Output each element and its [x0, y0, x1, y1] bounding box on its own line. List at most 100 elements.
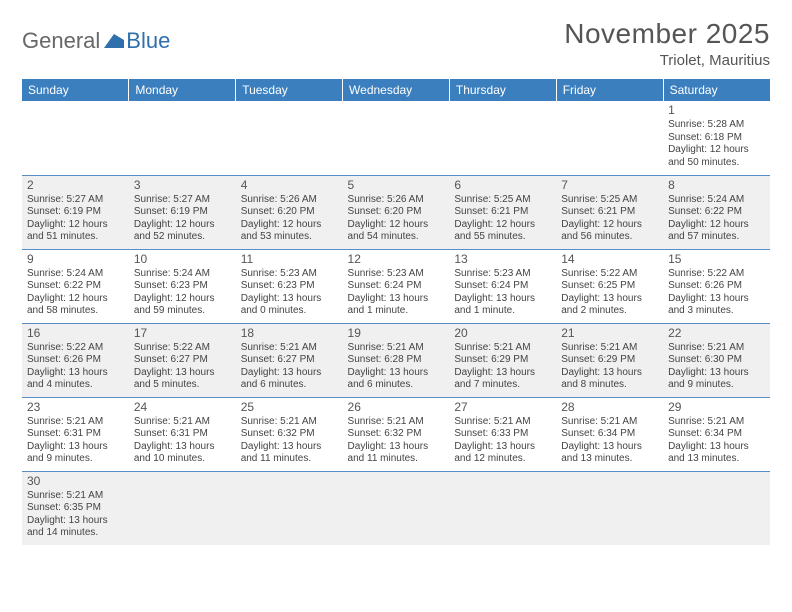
sunset-label: Sunset: 6:23 PM	[134, 280, 231, 293]
day-number: 9	[27, 252, 124, 267]
sunrise-label: Sunrise: 5:22 AM	[668, 268, 765, 281]
day-number: 23	[27, 400, 124, 415]
sunset-label: Sunset: 6:34 PM	[668, 428, 765, 441]
sunrise-label: Sunrise: 5:21 AM	[27, 490, 124, 503]
daylight2-label: and 11 minutes.	[241, 453, 338, 466]
day-number: 10	[134, 252, 231, 267]
calendar-cell: 30Sunrise: 5:21 AMSunset: 6:35 PMDayligh…	[22, 471, 129, 545]
calendar-cell: 20Sunrise: 5:21 AMSunset: 6:29 PMDayligh…	[449, 323, 556, 397]
sunset-label: Sunset: 6:31 PM	[27, 428, 124, 441]
daylight2-label: and 14 minutes.	[27, 527, 124, 540]
calendar-cell: 26Sunrise: 5:21 AMSunset: 6:32 PMDayligh…	[343, 397, 450, 471]
day-number: 24	[134, 400, 231, 415]
sunrise-label: Sunrise: 5:21 AM	[454, 342, 551, 355]
daylight2-label: and 13 minutes.	[668, 453, 765, 466]
day-number: 2	[27, 178, 124, 193]
sunset-label: Sunset: 6:29 PM	[561, 354, 658, 367]
daylight2-label: and 53 minutes.	[241, 231, 338, 244]
sunset-label: Sunset: 6:20 PM	[241, 206, 338, 219]
sunrise-label: Sunrise: 5:28 AM	[668, 119, 765, 132]
calendar-cell: 12Sunrise: 5:23 AMSunset: 6:24 PMDayligh…	[343, 249, 450, 323]
calendar-cell: 28Sunrise: 5:21 AMSunset: 6:34 PMDayligh…	[556, 397, 663, 471]
daylight2-label: and 51 minutes.	[27, 231, 124, 244]
logo-text-general: General	[22, 28, 100, 54]
day-number: 15	[668, 252, 765, 267]
daylight1-label: Daylight: 13 hours	[668, 293, 765, 306]
sunset-label: Sunset: 6:23 PM	[241, 280, 338, 293]
day-header: Monday	[129, 79, 236, 101]
day-number: 16	[27, 326, 124, 341]
daylight2-label: and 0 minutes.	[241, 305, 338, 318]
daylight1-label: Daylight: 13 hours	[561, 293, 658, 306]
sunset-label: Sunset: 6:19 PM	[27, 206, 124, 219]
sunrise-label: Sunrise: 5:21 AM	[561, 342, 658, 355]
calendar-cell: 6Sunrise: 5:25 AMSunset: 6:21 PMDaylight…	[449, 175, 556, 249]
header: General Blue November 2025 Triolet, Maur…	[22, 18, 770, 69]
day-number: 17	[134, 326, 231, 341]
daylight1-label: Daylight: 12 hours	[27, 293, 124, 306]
sunset-label: Sunset: 6:25 PM	[561, 280, 658, 293]
daylight1-label: Daylight: 12 hours	[27, 219, 124, 232]
calendar-cell: 8Sunrise: 5:24 AMSunset: 6:22 PMDaylight…	[663, 175, 770, 249]
calendar-cell	[129, 101, 236, 175]
sunset-label: Sunset: 6:32 PM	[241, 428, 338, 441]
daylight2-label: and 55 minutes.	[454, 231, 551, 244]
daylight1-label: Daylight: 12 hours	[668, 144, 765, 157]
calendar-cell: 3Sunrise: 5:27 AMSunset: 6:19 PMDaylight…	[129, 175, 236, 249]
calendar-cell	[449, 101, 556, 175]
daylight2-label: and 9 minutes.	[668, 379, 765, 392]
sunrise-label: Sunrise: 5:25 AM	[454, 194, 551, 207]
day-header: Saturday	[663, 79, 770, 101]
daylight2-label: and 8 minutes.	[561, 379, 658, 392]
calendar-cell: 22Sunrise: 5:21 AMSunset: 6:30 PMDayligh…	[663, 323, 770, 397]
sunrise-label: Sunrise: 5:26 AM	[348, 194, 445, 207]
calendar-week-row: 23 Sunrise: 5:21 AM Sunset: 6:31 PM Dayligh…	[22, 397, 770, 471]
daylight2-label: and 58 minutes.	[27, 305, 124, 318]
calendar-cell: 25Sunrise: 5:21 AMSunset: 6:32 PMDayligh…	[236, 397, 343, 471]
calendar-cell	[449, 471, 556, 545]
daylight1-label: Daylight: 12 hours	[241, 219, 338, 232]
sunrise-label: Sunrise: 5:24 AM	[27, 268, 124, 281]
calendar-cell: 11Sunrise: 5:23 AMSunset: 6:23 PMDayligh…	[236, 249, 343, 323]
daylight1-label: Daylight: 13 hours	[241, 293, 338, 306]
sunset-label: Sunset: 6:24 PM	[348, 280, 445, 293]
sunset-label: Sunset: 6:33 PM	[454, 428, 551, 441]
day-header: Tuesday	[236, 79, 343, 101]
daylight1-label: Daylight: 13 hours	[27, 515, 124, 528]
sunrise-label: Sunrise: 5:21 AM	[668, 342, 765, 355]
page-title: November 2025	[564, 18, 770, 50]
daylight1-label: Daylight: 13 hours	[241, 441, 338, 454]
calendar-week-row: 1Sunrise: 5:28 AMSunset: 6:18 PMDaylight…	[22, 101, 770, 175]
daylight1-label: Daylight: 13 hours	[454, 293, 551, 306]
calendar-cell	[22, 101, 129, 175]
sunrise-label: Sunrise: 5:24 AM	[668, 194, 765, 207]
day-number: 7	[561, 178, 658, 193]
calendar-cell	[663, 471, 770, 545]
location-label: Triolet, Mauritius	[564, 52, 770, 69]
sunrise-label: Sunrise: 5:21 AM	[241, 416, 338, 429]
calendar-cell: 15Sunrise: 5:22 AMSunset: 6:26 PMDayligh…	[663, 249, 770, 323]
day-number: 11	[241, 252, 338, 267]
calendar-cell: 9Sunrise: 5:24 AMSunset: 6:22 PMDaylight…	[22, 249, 129, 323]
sunset-label: Sunset: 6:35 PM	[27, 502, 124, 515]
calendar-cell: 19Sunrise: 5:21 AMSunset: 6:28 PMDayligh…	[343, 323, 450, 397]
sunrise-label: Sunrise: 5:22 AM	[27, 342, 124, 355]
daylight1-label: Daylight: 12 hours	[134, 219, 231, 232]
day-header: Friday	[556, 79, 663, 101]
daylight1-label: Daylight: 12 hours	[134, 293, 231, 306]
daylight2-label: and 11 minutes.	[348, 453, 445, 466]
calendar-cell	[343, 471, 450, 545]
sunrise-label: Sunrise: 5:21 AM	[668, 416, 765, 429]
calendar-cell	[343, 101, 450, 175]
calendar-week-row: 2Sunrise: 5:27 AMSunset: 6:19 PMDaylight…	[22, 175, 770, 249]
sunset-label: Sunset: 6:21 PM	[561, 206, 658, 219]
daylight1-label: Daylight: 13 hours	[134, 441, 231, 454]
sunrise-label: Sunrise: 5:27 AM	[27, 194, 124, 207]
sunrise-label: Sunrise: 5:21 AM	[561, 416, 658, 429]
calendar-cell: 1Sunrise: 5:28 AMSunset: 6:18 PMDaylight…	[663, 101, 770, 175]
daylight1-label: Daylight: 12 hours	[668, 219, 765, 232]
daylight2-label: and 1 minute.	[348, 305, 445, 318]
day-header: Wednesday	[343, 79, 450, 101]
daylight2-label: and 5 minutes.	[134, 379, 231, 392]
sunrise-label: Sunrise: 5:25 AM	[561, 194, 658, 207]
